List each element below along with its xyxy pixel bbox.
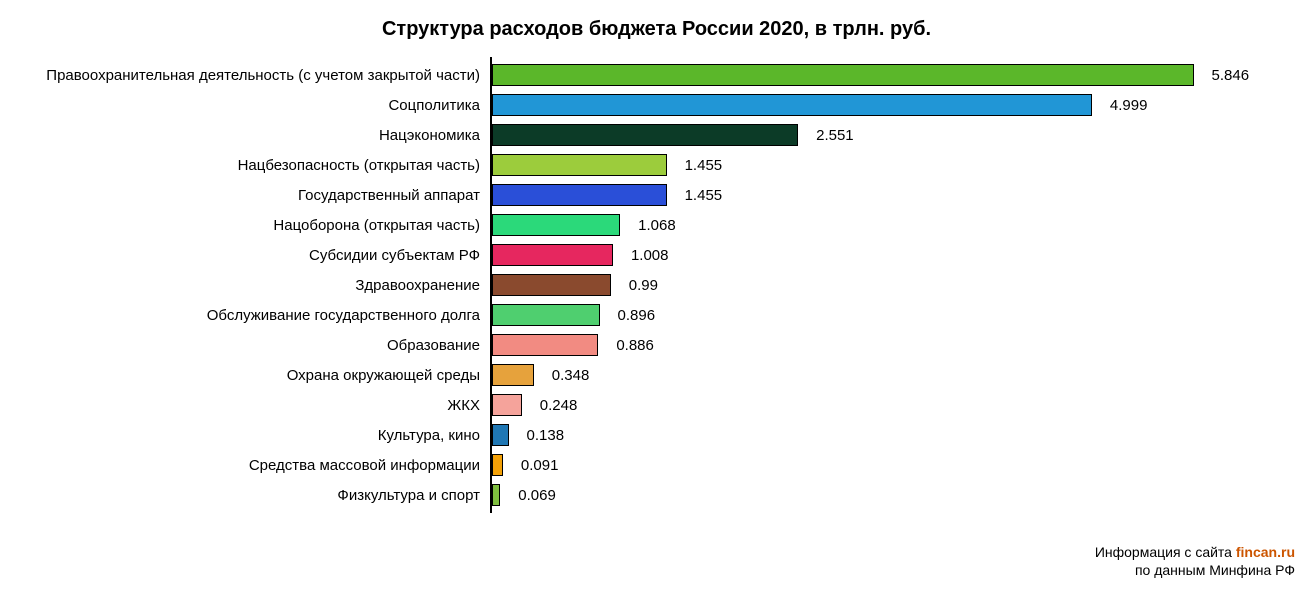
bar-label: Охрана окружающей среды	[10, 367, 490, 384]
bar-value: 2.551	[816, 127, 854, 144]
bar-area: 0.99	[490, 270, 1303, 300]
bar-value: 4.999	[1110, 97, 1148, 114]
bar-label: Нацоборона (открытая часть)	[10, 217, 490, 234]
bar-value: 0.248	[540, 397, 578, 414]
bar	[492, 424, 509, 446]
bar-row: ЖКХ 0.248	[10, 390, 1303, 420]
bar-row: Нацоборона (открытая часть) 1.068	[10, 210, 1303, 240]
footer-line2: по данным Минфина РФ	[1095, 561, 1295, 579]
bar-area: 1.008	[490, 240, 1303, 270]
bar-area: 1.455	[490, 150, 1303, 180]
bar-row: Нацэкономика 2.551	[10, 120, 1303, 150]
bar-value: 0.069	[518, 487, 556, 504]
bar-row: Соцполитика 4.999	[10, 90, 1303, 120]
bar	[492, 244, 613, 266]
bar-area: 0.248	[490, 390, 1303, 420]
bar-value: 0.348	[552, 367, 590, 384]
bar-row: Государственный аппарат 1.455	[10, 180, 1303, 210]
bar-area: 2.551	[490, 120, 1303, 150]
bar-area: 0.896	[490, 300, 1303, 330]
bar-value: 5.846	[1212, 67, 1250, 84]
bar-area: 0.886	[490, 330, 1303, 360]
bar	[492, 454, 503, 476]
bar-value: 1.455	[685, 157, 723, 174]
bar	[492, 184, 667, 206]
bar-row: Здравоохранение 0.99	[10, 270, 1303, 300]
bar-chart: Правоохранительная деятельность (с учето…	[10, 60, 1303, 510]
footer-line1: Информация с сайта fincan.ru	[1095, 543, 1295, 561]
bar	[492, 274, 611, 296]
bar-label: Культура, кино	[10, 427, 490, 444]
bar-area: 1.068	[490, 210, 1303, 240]
footer-brand: fincan.ru	[1236, 544, 1295, 560]
bar-label: Обслуживание государственного долга	[10, 307, 490, 324]
bar-row: Правоохранительная деятельность (с учето…	[10, 60, 1303, 90]
bar-area: 5.846	[490, 60, 1303, 90]
bar-area: 0.138	[490, 420, 1303, 450]
bar-label: Нацэкономика	[10, 127, 490, 144]
bar-value: 0.886	[616, 337, 654, 354]
bar	[492, 214, 620, 236]
bar-label: Государственный аппарат	[10, 187, 490, 204]
bar-value: 0.99	[629, 277, 658, 294]
bar-value: 0.091	[521, 457, 559, 474]
bar-value: 1.068	[638, 217, 676, 234]
bar-row: Физкультура и спорт 0.069	[10, 480, 1303, 510]
bar-row: Культура, кино 0.138	[10, 420, 1303, 450]
bar-label: ЖКХ	[10, 397, 490, 414]
bar	[492, 484, 500, 506]
bar-label: Правоохранительная деятельность (с учето…	[10, 67, 490, 84]
bar-value: 1.455	[685, 187, 723, 204]
bar	[492, 154, 667, 176]
bar	[492, 394, 522, 416]
bar-label: Средства массовой информации	[10, 457, 490, 474]
bar	[492, 64, 1194, 86]
bar-label: Физкультура и спорт	[10, 487, 490, 504]
page: Структура расходов бюджета России 2020, …	[0, 0, 1313, 603]
footer-prefix: Информация с сайта	[1095, 544, 1236, 560]
bar-row: Образование 0.886	[10, 330, 1303, 360]
source-footer: Информация с сайта fincan.ru по данным М…	[1095, 543, 1295, 579]
bar	[492, 94, 1092, 116]
bar	[492, 364, 534, 386]
chart-title: Структура расходов бюджета России 2020, …	[0, 18, 1313, 41]
bar-row: Средства массовой информации 0.091	[10, 450, 1303, 480]
bar-area: 0.091	[490, 450, 1303, 480]
bar	[492, 124, 798, 146]
bar	[492, 334, 598, 356]
bar-label: Образование	[10, 337, 490, 354]
bar-row: Обслуживание государственного долга 0.896	[10, 300, 1303, 330]
bar-value: 1.008	[631, 247, 669, 264]
bar-area: 0.069	[490, 480, 1303, 510]
bar-label: Здравоохранение	[10, 277, 490, 294]
bar-row: Нацбезопасность (открытая часть) 1.455	[10, 150, 1303, 180]
bar-label: Нацбезопасность (открытая часть)	[10, 157, 490, 174]
bar-row: Охрана окружающей среды 0.348	[10, 360, 1303, 390]
bar-area: 4.999	[490, 90, 1303, 120]
bar-value: 0.138	[527, 427, 565, 444]
bar-label: Субсидии субъектам РФ	[10, 247, 490, 264]
bar-value: 0.896	[618, 307, 656, 324]
bar-area: 1.455	[490, 180, 1303, 210]
bar-label: Соцполитика	[10, 97, 490, 114]
bar-area: 0.348	[490, 360, 1303, 390]
bar-row: Субсидии субъектам РФ 1.008	[10, 240, 1303, 270]
bar	[492, 304, 600, 326]
axis-segment	[490, 477, 492, 513]
